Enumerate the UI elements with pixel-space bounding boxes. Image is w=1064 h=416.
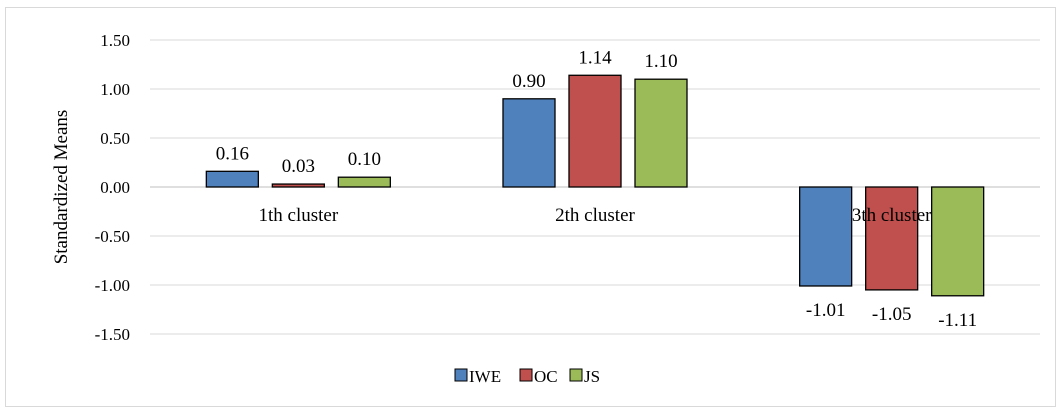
bar-oc xyxy=(866,187,918,290)
legend: IWE OC JS xyxy=(455,367,600,386)
data-label: -1.05 xyxy=(872,304,912,325)
data-label: 1.14 xyxy=(578,47,612,68)
bar-iwe xyxy=(800,187,852,286)
y-tick-label: 0.50 xyxy=(100,129,130,148)
legend-swatch-iwe xyxy=(455,369,467,381)
y-tick-label: 1.50 xyxy=(100,31,130,50)
y-tick-label: -1.00 xyxy=(95,276,130,295)
bars xyxy=(206,75,983,296)
y-axis-label: Standardized Means xyxy=(51,110,72,265)
legend-label-iwe: IWE xyxy=(469,367,501,386)
y-tick-label: -0.50 xyxy=(95,227,130,246)
y-axis-tick-labels: 1.50 1.00 0.50 0.00 -0.50 -1.00 -1.50 xyxy=(95,31,130,344)
category-label: 3th cluster xyxy=(852,205,932,226)
legend-swatch-oc xyxy=(520,369,532,381)
data-label: 0.03 xyxy=(282,156,315,177)
bar-oc xyxy=(569,75,621,187)
bar-js xyxy=(635,79,687,187)
legend-label-oc: OC xyxy=(534,367,558,386)
data-label: 0.10 xyxy=(348,149,381,170)
bar-iwe xyxy=(503,99,555,187)
bar-iwe xyxy=(206,171,258,187)
data-label: 0.16 xyxy=(216,143,249,164)
legend-swatch-js xyxy=(570,369,582,381)
bar-js xyxy=(338,177,390,187)
data-label: -1.11 xyxy=(938,310,977,331)
data-label: 0.90 xyxy=(512,71,545,92)
legend-label-js: JS xyxy=(584,367,600,386)
category-label: 2th cluster xyxy=(555,205,635,226)
bar-oc xyxy=(272,184,324,187)
y-tick-label: -1.50 xyxy=(95,325,130,344)
category-label: 1th cluster xyxy=(258,205,338,226)
y-tick-label: 1.00 xyxy=(100,80,130,99)
data-label: 1.10 xyxy=(644,51,677,72)
bar-js xyxy=(932,187,984,296)
data-label: -1.01 xyxy=(806,300,846,321)
y-tick-label: 0.00 xyxy=(100,178,130,197)
